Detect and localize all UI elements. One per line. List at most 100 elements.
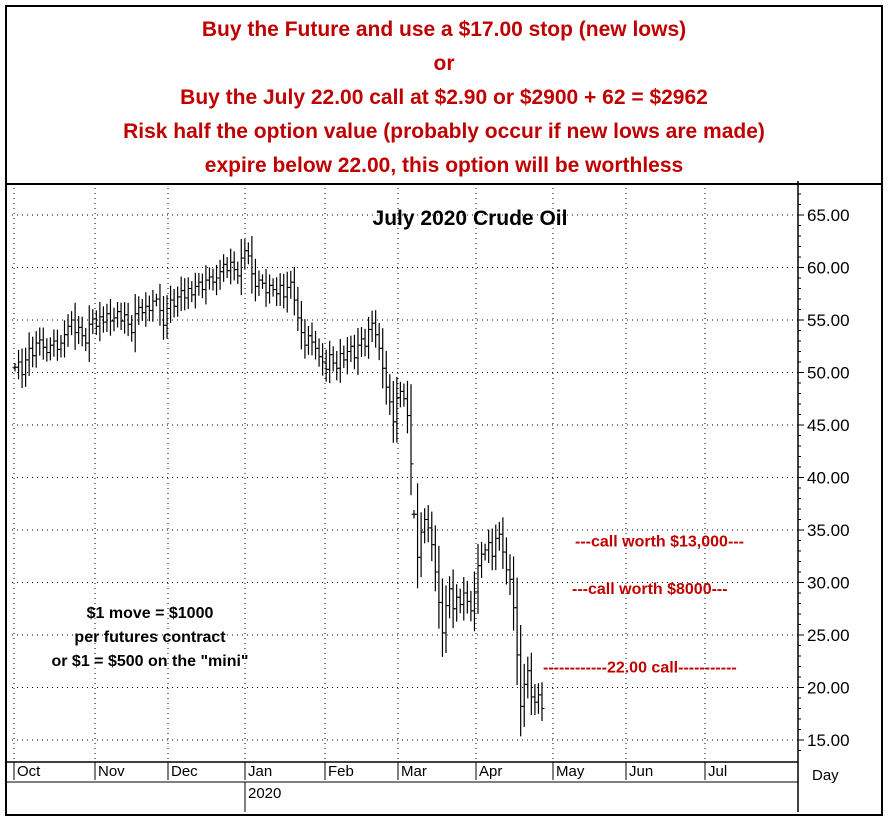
ohlc-bar xyxy=(305,326,311,355)
ohlc-bar xyxy=(203,265,209,305)
ohlc-bar xyxy=(397,381,403,408)
ohlc-bar xyxy=(309,322,315,356)
ohlc-bar xyxy=(355,327,361,376)
x-tick-label: Jan xyxy=(248,763,272,780)
ohlc-bar xyxy=(394,376,400,443)
y-tick-label: 50.00 xyxy=(807,364,850,383)
ohlc-bar xyxy=(136,296,142,325)
ohlc-bar xyxy=(26,332,32,376)
ohlc-bar xyxy=(366,316,372,359)
ohlc-bar xyxy=(143,292,149,327)
ohlc-bar xyxy=(295,286,301,332)
ohlc-bar xyxy=(30,336,36,368)
ohlc-bar xyxy=(185,277,191,310)
ohlc-bar xyxy=(65,314,71,347)
ohlc-bar xyxy=(69,311,75,336)
ohlc-bar xyxy=(171,288,177,318)
ohlc-bar xyxy=(270,278,276,297)
note-line-2: per futures contract xyxy=(74,629,226,646)
y-tick-label: 45.00 xyxy=(807,416,850,435)
ohlc-bar xyxy=(316,338,322,367)
ohlc-bar xyxy=(125,302,131,337)
ohlc-bar xyxy=(37,327,43,356)
ohlc-bar xyxy=(249,236,255,294)
header-line-4: Risk half the option value (probably occ… xyxy=(123,120,765,143)
chart-title: July 2020 Crude Oil xyxy=(373,207,568,230)
x-tick-label: Mar xyxy=(401,763,427,780)
y-tick-label: 40.00 xyxy=(807,469,850,488)
y-tick-label: 65.00 xyxy=(807,206,850,225)
ohlc-bar xyxy=(471,571,477,632)
ohlc-bar xyxy=(521,663,527,727)
ohlc-bar xyxy=(468,590,474,622)
ohlc-bar xyxy=(16,349,22,380)
ohlc-bar xyxy=(182,278,188,311)
ohlc-bar xyxy=(263,269,269,307)
ohlc-bar xyxy=(408,384,414,496)
ohlc-bar xyxy=(274,277,280,307)
ohlc-bar xyxy=(457,588,463,614)
ohlc-bar xyxy=(479,541,485,578)
axes: 15.00 20.00 25.00 30.00 35.00 40.00 45.00 50.00… xyxy=(7,181,850,812)
ohlc-bar xyxy=(23,347,29,387)
ohlc-bar xyxy=(115,302,121,328)
note-line-3: or $1 = $500 on the "mini" xyxy=(51,653,248,670)
y-tick-label: 55.00 xyxy=(807,311,850,330)
ohlc-bar xyxy=(19,348,25,389)
ohlc-bar xyxy=(535,683,541,714)
annotation-label: ---call worth $13,000--- xyxy=(575,534,744,551)
x-tick-label: Apr xyxy=(479,763,502,780)
ohlc-bar xyxy=(525,656,531,699)
ohlc-bar xyxy=(344,337,350,375)
ohlc-bar xyxy=(62,320,67,358)
ohlc-bar xyxy=(107,299,113,336)
ohlc-bar xyxy=(83,327,89,351)
ohlc-bar xyxy=(337,339,343,383)
ohlc-bar xyxy=(97,301,103,342)
ohlc-bar xyxy=(532,684,538,716)
ohlc-bar xyxy=(100,306,106,333)
ohlc-bar xyxy=(175,286,181,317)
ohlc-bar xyxy=(86,305,92,362)
ohlc-bar xyxy=(323,349,329,382)
ohlc-bar xyxy=(404,380,410,434)
ohlc-bar xyxy=(383,350,389,405)
ohlc-bar xyxy=(267,274,273,304)
ohlc-bar xyxy=(214,264,220,296)
ohlc-bar xyxy=(489,528,495,571)
annotation-label: ---call worth $8000--- xyxy=(572,581,728,598)
ohlc-bar xyxy=(196,272,202,296)
ohlc-bar xyxy=(47,337,53,361)
ohlc-bar xyxy=(256,270,262,296)
x-tick-label: Feb xyxy=(328,763,354,780)
x-tick-label: Jun xyxy=(629,763,653,780)
ohlc-bar xyxy=(132,294,138,353)
ohlc-bar xyxy=(425,505,431,543)
ohlc-bar xyxy=(40,327,46,360)
ohlc-bar xyxy=(288,270,294,299)
ohlc-bar xyxy=(252,258,258,302)
ohlc-bar xyxy=(291,266,297,316)
ohlc-bar xyxy=(217,259,223,290)
ohlc-bar xyxy=(493,524,499,571)
ohlc-bar xyxy=(79,316,85,347)
ohlc-bar xyxy=(313,330,319,360)
ohlc-bar xyxy=(90,309,96,335)
ohlc-bar xyxy=(129,315,135,342)
ohlc-bar xyxy=(351,334,357,370)
ohlc-bars xyxy=(12,236,545,737)
ohlc-bar xyxy=(281,273,287,309)
header-line-1: Buy the Future and use a $17.00 stop (ne… xyxy=(201,18,687,41)
ohlc-bar xyxy=(482,543,488,561)
ohlc-bar xyxy=(486,529,492,564)
instruction-header: Buy the Future and use a $17.00 stop (ne… xyxy=(7,7,881,185)
ohlc-bar xyxy=(422,508,428,544)
ohlc-bar xyxy=(277,273,283,306)
ohlc-bar xyxy=(518,625,524,737)
ohlc-bar xyxy=(221,254,227,282)
ohlc-bar xyxy=(461,577,467,621)
ohlc-bar xyxy=(298,301,304,350)
ohlc-bar xyxy=(429,511,435,562)
ohlc-bar xyxy=(359,327,364,358)
